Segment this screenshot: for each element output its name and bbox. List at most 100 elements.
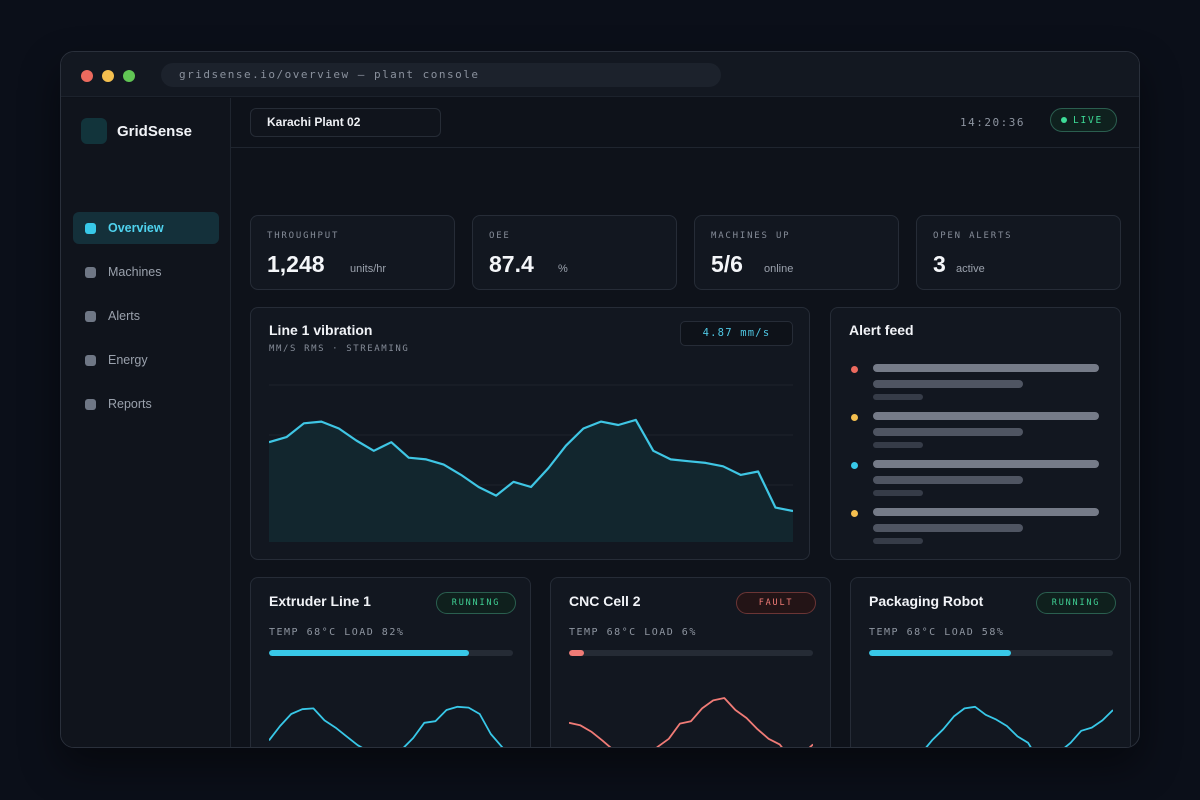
header: Karachi Plant 02 14:20:36 LIVE — [231, 98, 1139, 148]
sidebar-item-reports[interactable]: Reports — [73, 388, 219, 420]
load-bar — [569, 650, 813, 656]
alert-severity-icon — [851, 462, 858, 469]
minimize-window-button[interactable] — [102, 70, 114, 82]
live-badge: LIVE — [1050, 108, 1117, 132]
alert-text-placeholder — [873, 442, 923, 448]
alert-text-placeholder — [873, 380, 1023, 388]
kpi-card-open-alerts: OPEN ALERTS 3 active — [916, 215, 1121, 290]
alert-text-placeholder — [873, 394, 923, 400]
status-badge: FAULT — [736, 592, 816, 614]
close-window-button[interactable] — [81, 70, 93, 82]
alert-item[interactable] — [851, 410, 1101, 450]
kpi-value: 87.4 — [489, 251, 534, 277]
alert-item[interactable] — [851, 506, 1101, 546]
plant-selector[interactable]: Karachi Plant 02 — [250, 108, 441, 137]
alert-text-placeholder — [873, 524, 1023, 532]
chart-subtitle: MM/S RMS · STREAMING — [269, 344, 410, 354]
kpi-card-oee: OEE 87.4 % — [472, 215, 677, 290]
kpi-value: 1,248 — [267, 251, 325, 277]
brand: GridSense — [81, 118, 192, 144]
machine-name: CNC Cell 2 — [569, 593, 641, 609]
status-badge: RUNNING — [1036, 592, 1116, 614]
kpi-value: 3 — [933, 251, 946, 277]
alert-severity-icon — [851, 414, 858, 421]
clock: 14:20:36 — [960, 116, 1025, 129]
live-status: LIVE — [1073, 114, 1104, 126]
sparkline-line — [569, 697, 813, 747]
kpi-unit: active — [956, 263, 985, 275]
alert-item[interactable] — [851, 362, 1101, 402]
load-bar — [869, 650, 1113, 656]
alert-severity-icon — [851, 366, 858, 373]
load-bar-fill — [269, 650, 470, 656]
machine-card-packaging-robot[interactable]: Packaging Robot RUNNING TEMP 68°C LOAD 5… — [850, 577, 1131, 747]
load-bar — [269, 650, 513, 656]
alert-text-placeholder — [873, 364, 1099, 372]
vibration-chart-card: Line 1 vibration MM/S RMS · STREAMING 4.… — [250, 307, 810, 560]
sidebar-item-label: Energy — [108, 353, 148, 367]
alert-text-placeholder — [873, 476, 1023, 484]
kpi-unit: % — [558, 263, 568, 275]
machine-name: Extruder Line 1 — [269, 593, 371, 609]
kpi-card-throughput: THROUGHPUT 1,248 units/hr — [250, 215, 455, 290]
machines-icon — [85, 266, 96, 278]
alerts-icon — [85, 310, 96, 322]
kpi-label: THROUGHPUT — [267, 231, 340, 241]
reports-icon — [85, 398, 96, 410]
load-bar-fill — [869, 650, 1011, 656]
brand-name: GridSense — [117, 122, 193, 140]
overview-icon — [85, 222, 96, 234]
brand-logo-icon — [81, 118, 107, 144]
sidebar-item-label: Overview — [108, 221, 164, 235]
live-dot-icon — [1061, 117, 1067, 123]
main-content: Karachi Plant 02 14:20:36 LIVE THROUGHPU… — [231, 98, 1139, 747]
url-bar[interactable]: gridsense.io/overview — plant console — [161, 63, 721, 87]
alert-feed-title: Alert feed — [849, 322, 914, 338]
kpi-label: OPEN ALERTS — [933, 231, 1013, 241]
machine-sparkline — [925, 705, 1113, 747]
energy-icon — [85, 354, 96, 366]
title-bar: gridsense.io/overview — plant console — [61, 52, 1139, 97]
alert-text-placeholder — [873, 508, 1099, 516]
alert-text-placeholder — [873, 428, 1023, 436]
sparkline-line — [269, 705, 504, 747]
sidebar-item-label: Alerts — [108, 309, 140, 323]
sidebar-item-overview[interactable]: Overview — [73, 212, 219, 244]
alert-text-placeholder — [873, 538, 923, 544]
kpi-card-machines-up: MACHINES UP 5/6 online — [694, 215, 899, 290]
sidebar-item-label: Reports — [108, 397, 152, 411]
maximize-window-button[interactable] — [123, 70, 135, 82]
kpi-unit: units/hr — [350, 263, 387, 275]
machine-sparkline — [569, 697, 813, 747]
app-window: gridsense.io/overview — plant console Gr… — [60, 51, 1140, 748]
kpi-label: OEE — [489, 231, 511, 241]
vibration-chart — [269, 384, 793, 542]
sidebar-item-label: Machines — [108, 265, 162, 279]
machine-stats: TEMP 68°C LOAD 6% — [569, 627, 697, 638]
machine-stats: TEMP 68°C LOAD 82% — [269, 627, 405, 638]
chart-title: Line 1 vibration — [269, 322, 373, 338]
chart-area — [269, 419, 793, 542]
machine-card-extruder-line-1[interactable]: Extruder Line 1 RUNNING TEMP 68°C LOAD 8… — [250, 577, 531, 747]
alert-text-placeholder — [873, 412, 1099, 420]
chart-series-line — [269, 418, 793, 513]
alert-severity-icon — [851, 510, 858, 517]
alert-feed-card: Alert feed — [830, 307, 1121, 560]
sidebar-item-machines[interactable]: Machines — [73, 256, 219, 288]
kpi-label: MACHINES UP — [711, 231, 791, 241]
alert-item[interactable] — [851, 458, 1101, 498]
load-bar-fill — [569, 650, 584, 656]
machine-name: Packaging Robot — [869, 593, 984, 609]
sparkline-line — [925, 705, 1113, 747]
sidebar: GridSense Overview Machines Alerts Energ… — [61, 98, 231, 747]
kpi-unit: online — [764, 263, 794, 275]
kpi-value: 5/6 — [711, 251, 743, 277]
sidebar-item-alerts[interactable]: Alerts — [73, 300, 219, 332]
machine-sparkline — [269, 705, 504, 747]
machine-stats: TEMP 68°C LOAD 58% — [869, 627, 1005, 638]
sidebar-item-energy[interactable]: Energy — [73, 344, 219, 376]
machine-card-cnc-cell-2[interactable]: CNC Cell 2 FAULT TEMP 68°C LOAD 6% — [550, 577, 831, 747]
alert-text-placeholder — [873, 490, 923, 496]
status-badge: RUNNING — [436, 592, 516, 614]
alert-text-placeholder — [873, 460, 1099, 468]
